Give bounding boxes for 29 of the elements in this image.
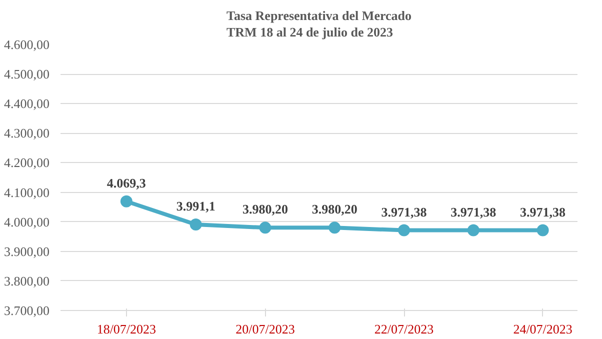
y-tick-label: 4.600,00 xyxy=(4,37,50,52)
point xyxy=(467,224,480,236)
x-tick-label: 24/07/2023 xyxy=(513,322,572,336)
point xyxy=(259,222,272,234)
x-tick-label: 22/07/2023 xyxy=(374,322,434,336)
y-tick-label: 3.800,00 xyxy=(4,273,50,288)
x-tick-label: 20/07/2023 xyxy=(236,322,295,336)
data-label: 3.971,38 xyxy=(381,204,428,220)
y-tick-label: 4.000,00 xyxy=(4,214,50,230)
data-label: 3.971,38 xyxy=(520,204,566,220)
data-label: 3.980,20 xyxy=(312,202,358,217)
point xyxy=(398,224,410,236)
y-tick-label: 4.400,00 xyxy=(4,96,50,112)
chart-title: Tasa Representativa del Mercado TRM 18 al 24 de julio de 2023 xyxy=(226,8,412,40)
data-label: 3.991,1 xyxy=(176,198,216,214)
point xyxy=(120,195,132,208)
data-label: 3.971,38 xyxy=(450,204,497,220)
y-tick-label: 3.700,00 xyxy=(4,303,50,318)
x-tick-label: 18/07/2023 xyxy=(96,322,156,336)
data-label: 4.069,3 xyxy=(106,175,146,190)
y-tick-label: 3.900,00 xyxy=(4,244,50,259)
point xyxy=(328,222,341,234)
point xyxy=(536,224,549,236)
y-tick-label: 4.200,00 xyxy=(4,155,50,170)
data-label: 3.980,20 xyxy=(242,202,288,217)
y-tick-label: 4.500,00 xyxy=(4,66,50,82)
y-tick-label: 4.100,00 xyxy=(4,184,50,200)
point xyxy=(190,218,202,230)
y-tick-label: 4.300,00 xyxy=(4,126,50,141)
